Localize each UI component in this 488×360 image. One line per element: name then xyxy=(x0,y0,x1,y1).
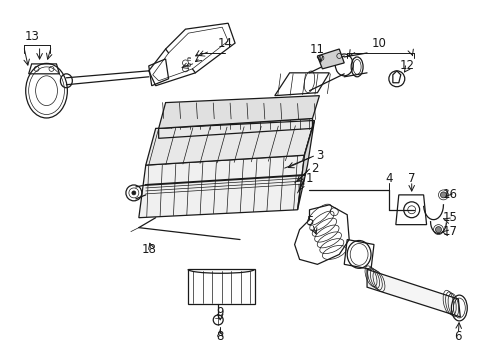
Text: 11: 11 xyxy=(309,42,324,55)
Text: 15: 15 xyxy=(442,211,457,224)
Text: 14: 14 xyxy=(217,37,232,50)
Text: 17: 17 xyxy=(442,225,457,238)
Text: 3: 3 xyxy=(315,149,323,162)
Text: 8: 8 xyxy=(216,330,224,343)
Text: 7: 7 xyxy=(407,171,415,185)
Text: 6: 6 xyxy=(454,330,461,343)
Polygon shape xyxy=(158,96,319,129)
Text: 1: 1 xyxy=(305,171,313,185)
Text: 9: 9 xyxy=(216,306,224,319)
Circle shape xyxy=(440,192,446,198)
Text: 5: 5 xyxy=(305,215,312,228)
Text: 4: 4 xyxy=(385,171,392,185)
Text: 16: 16 xyxy=(442,188,457,201)
Polygon shape xyxy=(317,49,344,69)
Circle shape xyxy=(132,191,136,195)
Circle shape xyxy=(435,227,441,233)
Text: 10: 10 xyxy=(371,37,386,50)
Text: e: e xyxy=(186,56,190,62)
Text: 2: 2 xyxy=(310,162,318,175)
Polygon shape xyxy=(297,121,314,210)
Text: 12: 12 xyxy=(398,59,413,72)
Text: o: o xyxy=(186,62,190,68)
Polygon shape xyxy=(139,155,304,218)
Text: 18: 18 xyxy=(141,243,156,256)
Polygon shape xyxy=(366,269,459,317)
Polygon shape xyxy=(145,121,314,165)
Text: 13: 13 xyxy=(24,30,39,42)
